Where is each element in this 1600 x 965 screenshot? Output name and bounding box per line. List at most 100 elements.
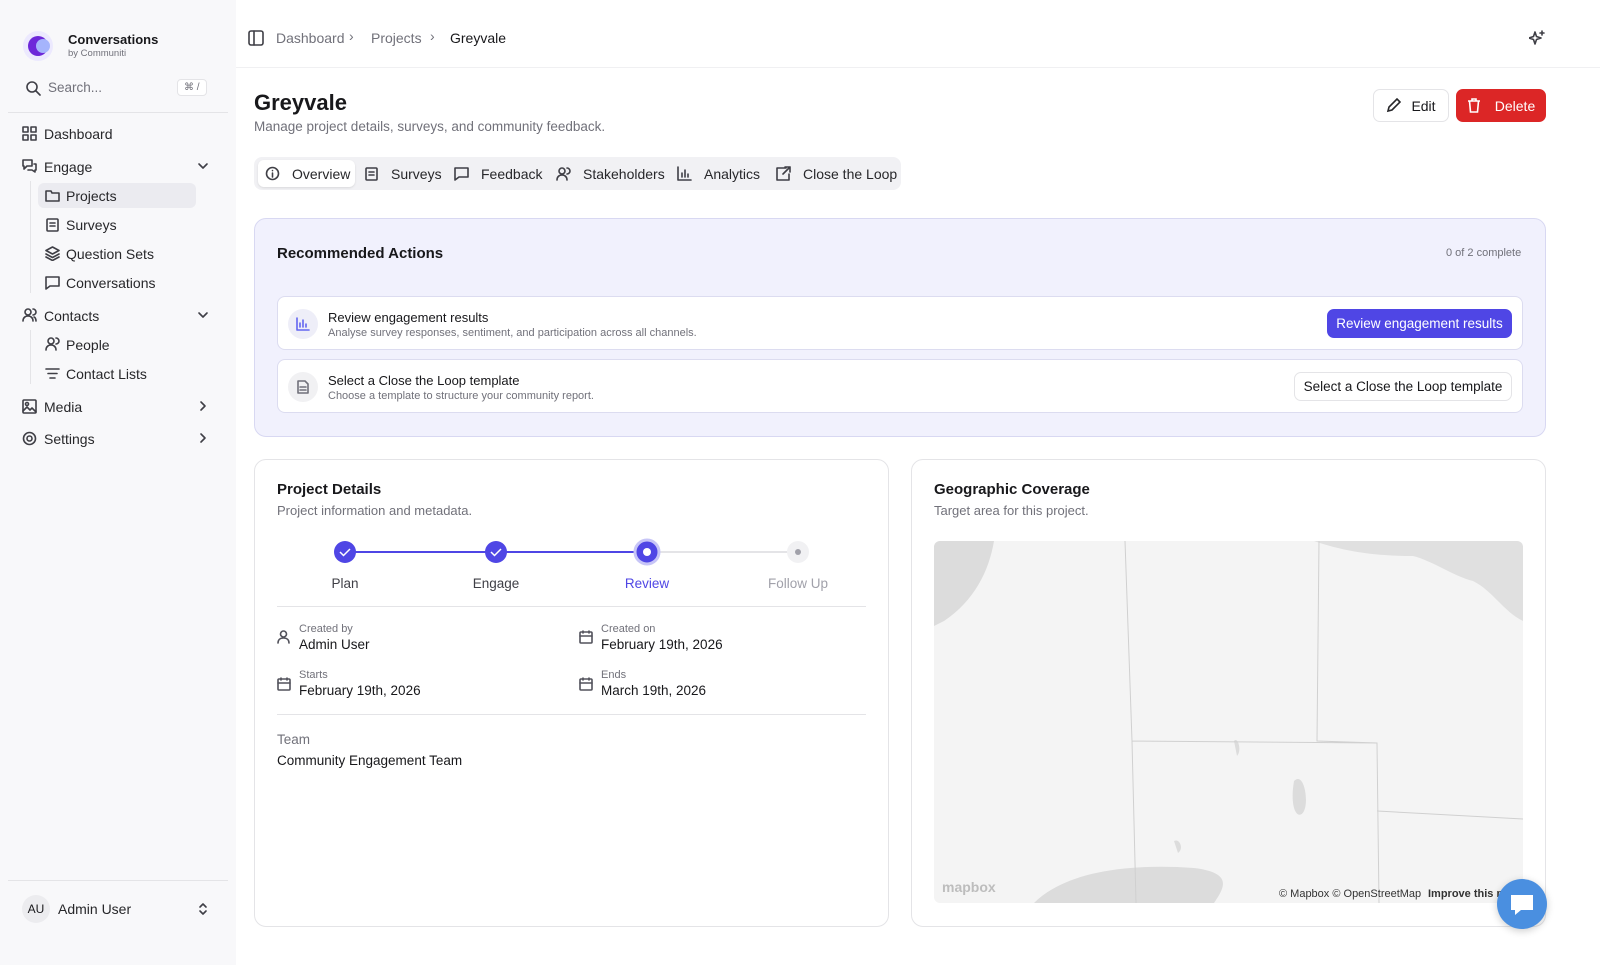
icon [365, 167, 378, 181]
step-label: Engage [472, 576, 520, 591]
map[interactable] [934, 541, 1523, 903]
tab[interactable]: Feedback [481, 166, 543, 182]
action-button[interactable]: Review engagement results [1327, 309, 1512, 338]
step-label: Review [624, 576, 670, 591]
icon [556, 167, 571, 181]
nav-media[interactable]: Media [44, 399, 83, 415]
tab[interactable]: Stakeholders [583, 166, 665, 182]
tab[interactable]: Close the Loop [803, 166, 898, 182]
nav-conversations[interactable]: Conversations [66, 275, 156, 291]
icon [1511, 895, 1533, 915]
icon [1387, 98, 1402, 113]
chat-button[interactable] [1497, 879, 1547, 929]
step-done [485, 541, 507, 563]
icon [45, 368, 60, 379]
nav-surveys[interactable]: Surveys [66, 217, 117, 233]
nav-settings[interactable]: Settings [44, 431, 95, 447]
nav-dashboard[interactable]: Dashboard [44, 126, 113, 142]
team-value: Community Engagement Team [277, 753, 463, 768]
stepper [334, 538, 809, 566]
edit-button[interactable]: Edit [1373, 89, 1449, 122]
field-label: Created on [601, 623, 656, 635]
action-description: Choose a template to structure your comm… [328, 390, 594, 402]
card-title: Geographic Coverage [934, 481, 1090, 498]
card-title: Project Details [277, 481, 382, 498]
sparkle-button[interactable] [1529, 30, 1545, 46]
icon [454, 167, 469, 181]
icon [22, 126, 37, 141]
nav-projects[interactable]: Projects [66, 188, 117, 204]
tree-line [30, 330, 31, 384]
breadcrumb-current: Greyvale [450, 30, 507, 46]
action-button[interactable]: Select a Close the Loop template [1294, 372, 1512, 401]
icon [277, 677, 291, 691]
label: Delete [1494, 97, 1536, 114]
map-improve[interactable]: Improve this map [1428, 888, 1520, 900]
tab-bar [254, 157, 901, 190]
field-label: Created by [299, 623, 353, 635]
search-input[interactable]: Search... [48, 80, 103, 95]
field-label: Ends [601, 669, 627, 681]
tree-line [30, 181, 31, 293]
field-value: Admin User [299, 637, 370, 652]
icon [1467, 98, 1480, 113]
icon [45, 246, 60, 261]
sidebar [0, 0, 236, 965]
icon [277, 630, 290, 644]
icon [45, 337, 60, 351]
chevron [200, 433, 206, 443]
step-label: Plan [331, 576, 359, 591]
separator: › [430, 28, 435, 44]
breadcrumb[interactable]: Projects [371, 30, 422, 46]
divider [277, 714, 866, 715]
page-subtitle: Manage project details, surveys, and com… [254, 119, 606, 134]
action-title: Select a Close the Loop template [328, 373, 520, 388]
nav-question-sets[interactable]: Question Sets [66, 246, 154, 262]
nav-engage[interactable]: Engage [44, 159, 93, 175]
icon [579, 677, 593, 691]
tab[interactable]: Overview [292, 166, 351, 182]
action-description: Analyse survey responses, sentiment, and… [328, 327, 697, 339]
chevron [198, 163, 208, 169]
field-label: Starts [299, 669, 328, 681]
breadcrumb[interactable]: Dashboard [276, 30, 345, 46]
nav-contacts[interactable]: Contacts [44, 308, 100, 324]
delete-button[interactable]: Delete [1456, 89, 1546, 122]
separator: › [349, 28, 354, 44]
active-item [38, 183, 196, 208]
nav-contact-lists[interactable]: Contact Lists [66, 366, 147, 382]
tab[interactable]: Analytics [704, 166, 761, 182]
chevron [200, 401, 206, 411]
tab[interactable]: Surveys [391, 166, 442, 182]
divider [277, 606, 866, 607]
app-name: Conversations [68, 32, 159, 47]
card-title: Recommended Actions [277, 245, 444, 262]
step-done [334, 541, 356, 563]
icon [22, 399, 37, 414]
icon [45, 190, 60, 202]
page-title: Greyvale [254, 90, 347, 115]
sidebar-toggle[interactable] [248, 30, 264, 46]
divider [236, 67, 1600, 68]
field-value: February 19th, 2026 [601, 637, 723, 652]
step-label: Follow Up [767, 576, 829, 591]
action-title: Review engagement results [328, 310, 489, 325]
icon [677, 166, 692, 181]
divider [8, 880, 228, 881]
active-tab [258, 160, 355, 187]
icon [22, 431, 37, 446]
icon [45, 276, 60, 290]
icon [46, 218, 59, 232]
user-name[interactable]: Admin User [58, 901, 132, 917]
search-icon [26, 81, 41, 96]
field-value: March 19th, 2026 [601, 683, 707, 698]
app-subtitle: by Communiti [68, 48, 127, 59]
shortcut: ⌘ / [177, 79, 207, 96]
icon [297, 380, 309, 394]
chevron [198, 312, 208, 318]
icon [22, 159, 37, 173]
card-subtitle: Project information and metadata. [277, 503, 473, 518]
nav-people[interactable]: People [66, 337, 110, 353]
progress: 0 of 2 complete [1446, 247, 1522, 259]
